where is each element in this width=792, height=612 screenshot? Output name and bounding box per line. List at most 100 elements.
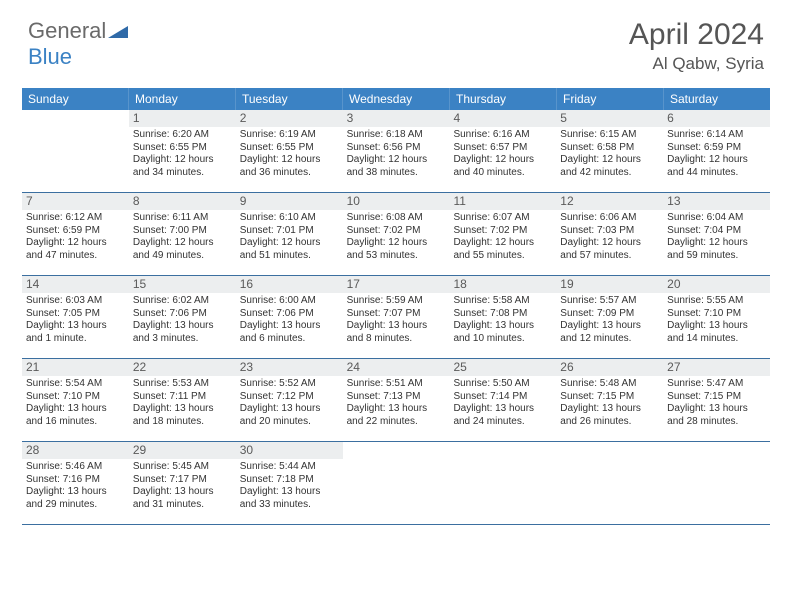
day-of-week-header-row: SundayMondayTuesdayWednesdayThursdayFrid… [22, 88, 770, 110]
sunrise-line: Sunrise: 5:59 AM [347, 295, 446, 308]
day-cell: 9Sunrise: 6:10 AMSunset: 7:01 PMDaylight… [236, 193, 343, 275]
day-cell [22, 110, 129, 192]
sunset-line: Sunset: 7:02 PM [347, 225, 446, 238]
sunrise-line: Sunrise: 6:15 AM [560, 129, 659, 142]
dow-wednesday: Wednesday [343, 88, 450, 110]
daylight-line: Daylight: 12 hours and 59 minutes. [667, 237, 766, 262]
sunset-line: Sunset: 6:55 PM [133, 142, 232, 155]
daylight-line: Daylight: 12 hours and 38 minutes. [347, 154, 446, 179]
sunrise-line: Sunrise: 5:55 AM [667, 295, 766, 308]
sunset-line: Sunset: 7:12 PM [240, 391, 339, 404]
daylight-line: Daylight: 12 hours and 57 minutes. [560, 237, 659, 262]
sunset-line: Sunset: 6:55 PM [240, 142, 339, 155]
sunset-line: Sunset: 7:06 PM [133, 308, 232, 321]
day-cell: 3Sunrise: 6:18 AMSunset: 6:56 PMDaylight… [343, 110, 450, 192]
dow-thursday: Thursday [450, 88, 557, 110]
daylight-line: Daylight: 13 hours and 31 minutes. [133, 486, 232, 511]
day-number: 15 [129, 276, 236, 293]
day-cell: 1Sunrise: 6:20 AMSunset: 6:55 PMDaylight… [129, 110, 236, 192]
day-cell: 2Sunrise: 6:19 AMSunset: 6:55 PMDaylight… [236, 110, 343, 192]
day-cell: 29Sunrise: 5:45 AMSunset: 7:17 PMDayligh… [129, 442, 236, 524]
sunrise-line: Sunrise: 6:18 AM [347, 129, 446, 142]
daylight-line: Daylight: 13 hours and 3 minutes. [133, 320, 232, 345]
day-number: 21 [22, 359, 129, 376]
sunset-line: Sunset: 7:14 PM [453, 391, 552, 404]
day-cell: 28Sunrise: 5:46 AMSunset: 7:16 PMDayligh… [22, 442, 129, 524]
day-cell: 21Sunrise: 5:54 AMSunset: 7:10 PMDayligh… [22, 359, 129, 441]
sunrise-line: Sunrise: 6:12 AM [26, 212, 125, 225]
calendar: SundayMondayTuesdayWednesdayThursdayFrid… [22, 88, 770, 525]
day-cell: 8Sunrise: 6:11 AMSunset: 7:00 PMDaylight… [129, 193, 236, 275]
day-number: 22 [129, 359, 236, 376]
day-number: 28 [22, 442, 129, 459]
week-row: 14Sunrise: 6:03 AMSunset: 7:05 PMDayligh… [22, 276, 770, 359]
sunrise-line: Sunrise: 5:46 AM [26, 461, 125, 474]
daylight-line: Daylight: 12 hours and 40 minutes. [453, 154, 552, 179]
daylight-line: Daylight: 13 hours and 18 minutes. [133, 403, 232, 428]
sunset-line: Sunset: 6:57 PM [453, 142, 552, 155]
daylight-line: Daylight: 13 hours and 14 minutes. [667, 320, 766, 345]
sunrise-line: Sunrise: 6:11 AM [133, 212, 232, 225]
day-cell: 17Sunrise: 5:59 AMSunset: 7:07 PMDayligh… [343, 276, 450, 358]
daylight-line: Daylight: 12 hours and 53 minutes. [347, 237, 446, 262]
sunset-line: Sunset: 7:17 PM [133, 474, 232, 487]
day-cell: 15 Sunrise: 6:02 AMSunset: 7:06 PMDayligh… [129, 276, 236, 358]
day-number: 24 [343, 359, 450, 376]
day-cell: 14Sunrise: 6:03 AMSunset: 7:05 PMDayligh… [22, 276, 129, 358]
sunrise-line: Sunrise: 6:19 AM [240, 129, 339, 142]
day-cell: 7Sunrise: 6:12 AMSunset: 6:59 PMDaylight… [22, 193, 129, 275]
day-number: 13 [663, 193, 770, 210]
day-cell: 20Sunrise: 5:55 AMSunset: 7:10 PMDayligh… [663, 276, 770, 358]
sunset-line: Sunset: 7:08 PM [453, 308, 552, 321]
sunrise-line: Sunrise: 6:20 AM [133, 129, 232, 142]
month-title: April 2024 [629, 18, 764, 52]
sunset-line: Sunset: 6:58 PM [560, 142, 659, 155]
day-cell: 10Sunrise: 6:08 AMSunset: 7:02 PMDayligh… [343, 193, 450, 275]
sunrise-line: Sunrise: 5:52 AM [240, 378, 339, 391]
daylight-line: Daylight: 13 hours and 29 minutes. [26, 486, 125, 511]
daylight-line: Daylight: 12 hours and 44 minutes. [667, 154, 766, 179]
sunset-line: Sunset: 6:56 PM [347, 142, 446, 155]
day-number: 6 [663, 110, 770, 127]
day-number: 23 [236, 359, 343, 376]
daylight-line: Daylight: 12 hours and 55 minutes. [453, 237, 552, 262]
day-cell: 26Sunrise: 5:48 AMSunset: 7:15 PMDayligh… [556, 359, 663, 441]
sunrise-line: Sunrise: 6:02 AM [133, 295, 232, 308]
week-row: 1Sunrise: 6:20 AMSunset: 6:55 PMDaylight… [22, 110, 770, 193]
day-number: 7 [22, 193, 129, 210]
sunset-line: Sunset: 7:01 PM [240, 225, 339, 238]
sunrise-line: Sunrise: 6:08 AM [347, 212, 446, 225]
logo: General Blue [28, 18, 128, 70]
week-row: 28Sunrise: 5:46 AMSunset: 7:16 PMDayligh… [22, 442, 770, 525]
sunset-line: Sunset: 7:13 PM [347, 391, 446, 404]
sunset-line: Sunset: 7:15 PM [667, 391, 766, 404]
sunset-line: Sunset: 7:18 PM [240, 474, 339, 487]
sunset-line: Sunset: 7:06 PM [240, 308, 339, 321]
sunset-line: Sunset: 7:03 PM [560, 225, 659, 238]
sunrise-line: Sunrise: 5:51 AM [347, 378, 446, 391]
sunset-line: Sunset: 7:15 PM [560, 391, 659, 404]
sunrise-line: Sunrise: 6:03 AM [26, 295, 125, 308]
day-cell [449, 442, 556, 524]
day-cell: 19Sunrise: 5:57 AMSunset: 7:09 PMDayligh… [556, 276, 663, 358]
day-cell: 16Sunrise: 6:00 AMSunset: 7:06 PMDayligh… [236, 276, 343, 358]
sunrise-line: Sunrise: 5:50 AM [453, 378, 552, 391]
sunrise-line: Sunrise: 5:45 AM [133, 461, 232, 474]
sunset-line: Sunset: 7:05 PM [26, 308, 125, 321]
sunrise-line: Sunrise: 6:10 AM [240, 212, 339, 225]
day-number: 17 [343, 276, 450, 293]
day-number: 19 [556, 276, 663, 293]
sunrise-line: Sunrise: 5:48 AM [560, 378, 659, 391]
daylight-line: Daylight: 12 hours and 51 minutes. [240, 237, 339, 262]
sunset-line: Sunset: 6:59 PM [667, 142, 766, 155]
day-number: 27 [663, 359, 770, 376]
day-number: 18 [449, 276, 556, 293]
sunrise-line: Sunrise: 6:16 AM [453, 129, 552, 142]
day-number: 11 [449, 193, 556, 210]
sunrise-line: Sunrise: 6:00 AM [240, 295, 339, 308]
day-cell: 13Sunrise: 6:04 AMSunset: 7:04 PMDayligh… [663, 193, 770, 275]
dow-saturday: Saturday [664, 88, 770, 110]
daylight-line: Daylight: 13 hours and 8 minutes. [347, 320, 446, 345]
daylight-line: Daylight: 13 hours and 16 minutes. [26, 403, 125, 428]
logo-word-general: General [28, 18, 106, 43]
